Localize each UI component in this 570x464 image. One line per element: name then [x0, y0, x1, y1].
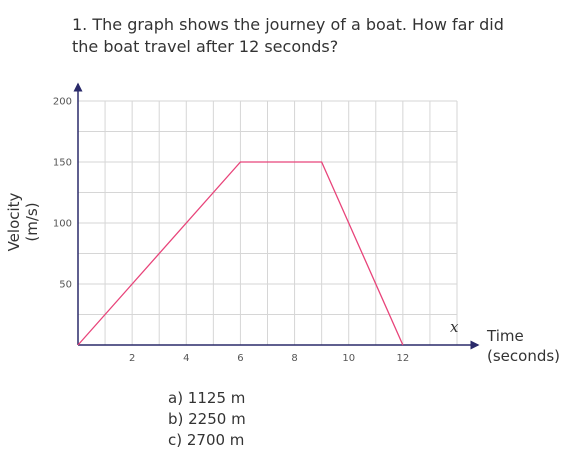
- x-tick-label: 12: [396, 353, 409, 364]
- x-axis-label-line1: Time: [487, 327, 524, 345]
- chart-grid: [78, 100, 458, 345]
- question-text: 1. The graph shows the journey of a boat…: [72, 15, 504, 56]
- answer-option-b[interactable]: b) 2250 m: [168, 410, 246, 428]
- y-tick-label: 150: [53, 158, 72, 169]
- x-axis-label: Time (seconds): [487, 326, 560, 366]
- y-tick-label: 50: [59, 280, 72, 291]
- x-tick-label: 6: [237, 353, 243, 364]
- velocity-series-line: [77, 161, 404, 346]
- x-axis-symbol: x: [450, 318, 459, 336]
- x-tick-label: 4: [183, 353, 189, 364]
- chart-axes: [73, 82, 480, 350]
- x-tick-label: 8: [291, 353, 297, 364]
- x-tick-label: 2: [129, 353, 135, 364]
- x-tick-label: 10: [342, 353, 355, 364]
- y-tick-label: 100: [53, 219, 72, 230]
- y-tick-label: 200: [53, 97, 72, 108]
- x-axis-label-line2: (seconds): [487, 347, 561, 365]
- answer-option-c[interactable]: c) 2700 m: [168, 431, 245, 449]
- answer-option-a[interactable]: a) 1125 m: [168, 389, 246, 407]
- chart-series: [77, 161, 404, 346]
- answer-options: a) 1125 m b) 2250 m c) 2700 m: [168, 388, 246, 451]
- chart-tick-labels: 2 4 6 8 10 12 50 100 150 200: [53, 97, 409, 365]
